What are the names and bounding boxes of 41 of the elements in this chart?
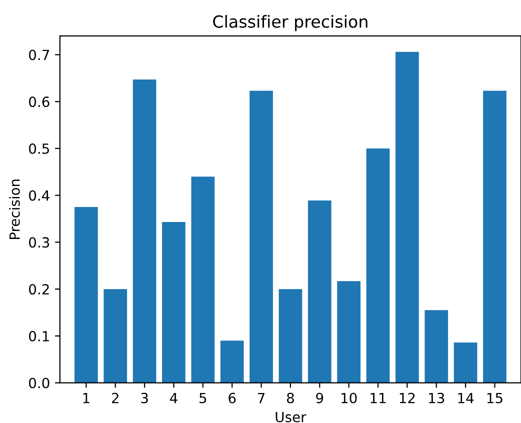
bar [250,90,273,383]
bar [483,90,506,383]
bar [454,342,478,383]
y-tick-label: 0.7 [29,50,50,60]
y-tick-label: 0.5 [29,143,49,154]
bar [191,176,215,383]
x-tick-label: 2 [112,392,118,404]
x-tick-label: 5 [200,392,206,404]
bar [220,340,244,383]
x-tick-label: 15 [487,392,502,404]
y-tick-label: 0.4 [29,190,50,201]
bar [424,310,448,383]
y-tick-label: 0.0 [29,378,50,388]
y-tick-label: 0.6 [29,96,50,108]
bar [278,289,302,383]
bar [366,148,390,383]
x-tick-label: 8 [286,392,294,404]
bar [132,80,156,383]
x-tick-label: 6 [228,392,236,404]
y-tick-label: 0.3 [29,237,50,248]
bar [396,52,419,383]
x-tick-label: 11 [370,392,386,404]
x-tick-label: 1 [83,392,90,404]
x-tick-label: 10 [342,392,357,404]
y-tick-label: 0.2 [29,284,49,295]
x-tick-label: 14 [458,392,474,404]
bar [104,289,128,383]
x-tick-label: 9 [316,392,324,404]
x-tick-label: 4 [170,392,178,404]
bar [337,281,360,383]
y-tick-label: 0.1 [29,330,49,342]
x-tick-label: 12 [400,392,415,404]
x-tick-label: 13 [429,392,444,404]
bar [162,222,186,383]
bar [308,200,332,383]
x-tick-label: 3 [141,392,148,404]
bar [74,207,98,383]
x-axis-title: User [276,412,306,422]
chart-title: Classifier precision [213,14,368,32]
x-tick-label: 7 [258,392,265,404]
y-axis-title: Precision [9,180,20,240]
